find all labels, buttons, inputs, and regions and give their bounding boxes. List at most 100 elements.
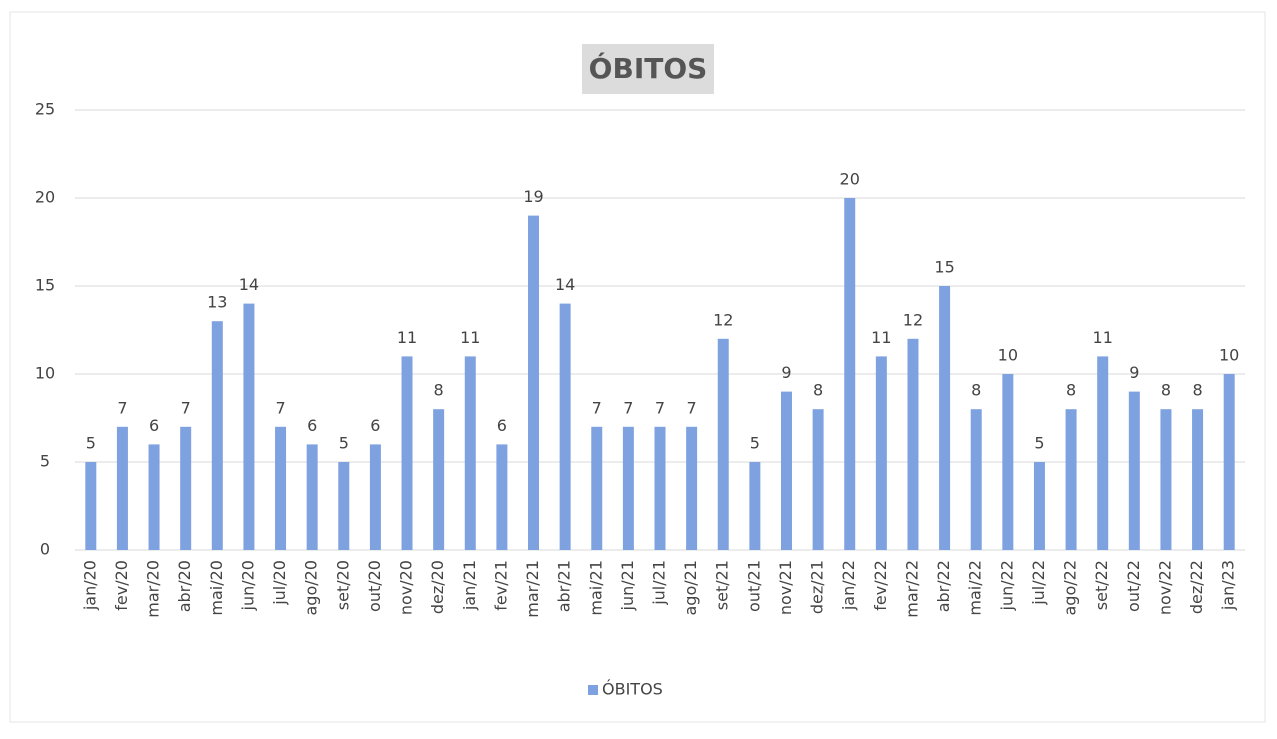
- data-label: 11: [871, 328, 891, 347]
- bar: [591, 426, 603, 550]
- bar: [1128, 391, 1140, 550]
- bar: [1160, 409, 1172, 550]
- bar: [559, 303, 571, 550]
- bar: [844, 198, 856, 550]
- bar: [275, 426, 287, 550]
- x-tick-label: jul/22: [1029, 560, 1048, 606]
- data-label: 11: [460, 328, 480, 347]
- legend-label: ÓBITOS: [602, 680, 663, 699]
- bar: [369, 444, 381, 550]
- x-tick-label: jan/23: [1219, 560, 1238, 611]
- bar: [1097, 356, 1109, 550]
- data-label: 7: [117, 398, 127, 417]
- x-tick-label: jul/20: [270, 560, 289, 606]
- x-tick-label: set/22: [1092, 560, 1111, 610]
- x-tick-label: abr/21: [555, 560, 574, 612]
- bar: [116, 426, 128, 550]
- data-label: 12: [903, 310, 923, 329]
- bar: [622, 426, 634, 550]
- x-tick-label: ago/20: [302, 560, 321, 616]
- data-label: 7: [655, 398, 665, 417]
- data-label: 8: [813, 381, 823, 400]
- data-label: 5: [86, 434, 96, 453]
- x-tick-label: fev/21: [491, 560, 510, 611]
- x-tick-label: jan/22: [839, 560, 858, 611]
- y-tick-label: 10: [35, 364, 55, 383]
- x-tick-label: jan/20: [80, 560, 99, 611]
- bar: [528, 215, 540, 550]
- data-label: 7: [181, 398, 191, 417]
- y-tick-label: 20: [35, 188, 55, 207]
- data-label: 19: [523, 187, 543, 206]
- bar: [243, 303, 255, 550]
- x-tick-label: fev/20: [112, 560, 131, 611]
- bar: [1065, 409, 1077, 550]
- data-label: 7: [275, 398, 285, 417]
- chart-title: ÓBITOS: [589, 51, 708, 85]
- bar: [1192, 409, 1204, 550]
- x-tick-label: jun/20: [238, 560, 257, 611]
- data-label: 11: [397, 328, 417, 347]
- bar: [148, 444, 160, 550]
- data-label: 6: [149, 416, 159, 435]
- bar: [401, 356, 413, 550]
- data-label: 8: [1066, 381, 1076, 400]
- bar: [85, 462, 97, 550]
- bar: [1223, 374, 1235, 550]
- bar: [433, 409, 445, 550]
- data-label: 10: [1219, 346, 1239, 365]
- x-tick-label: abr/22: [934, 560, 953, 612]
- y-tick-label: 25: [35, 100, 55, 119]
- x-tick-label: mar/20: [144, 560, 163, 618]
- data-label: 8: [1192, 381, 1202, 400]
- x-tick-label: jul/21: [650, 560, 669, 606]
- bar: [717, 338, 729, 550]
- x-tick-label: mar/21: [523, 560, 542, 618]
- bar: [749, 462, 761, 550]
- x-tick-label: jan/21: [460, 560, 479, 611]
- bar: [211, 321, 223, 550]
- x-tick-label: fev/22: [871, 560, 890, 611]
- x-tick-label: nov/21: [776, 560, 795, 615]
- bar: [875, 356, 887, 550]
- bar: [812, 409, 824, 550]
- x-tick-label: out/22: [1124, 560, 1143, 612]
- x-tick-label: out/20: [365, 560, 384, 612]
- x-tick-label: set/20: [333, 560, 352, 610]
- bar: [939, 286, 951, 550]
- data-label: 8: [971, 381, 981, 400]
- data-label: 7: [623, 398, 633, 417]
- data-label: 12: [713, 310, 733, 329]
- data-label: 8: [434, 381, 444, 400]
- bar: [686, 426, 698, 550]
- bar: [654, 426, 666, 550]
- x-tick-label: abr/20: [175, 560, 194, 612]
- bar: [464, 356, 476, 550]
- data-label: 9: [781, 363, 791, 382]
- data-label: 5: [339, 434, 349, 453]
- bar: [338, 462, 350, 550]
- bar: [1033, 462, 1045, 550]
- x-tick-label: mai/20: [207, 560, 226, 616]
- data-label: 15: [934, 258, 954, 277]
- data-label: 13: [207, 293, 227, 312]
- data-label: 10: [998, 346, 1018, 365]
- x-tick-label: dez/22: [1187, 560, 1206, 614]
- data-label: 6: [497, 416, 507, 435]
- y-tick-label: 0: [40, 540, 50, 559]
- data-label: 7: [592, 398, 602, 417]
- bar: [306, 444, 318, 550]
- data-label: 9: [1129, 363, 1139, 382]
- data-label: 8: [1161, 381, 1171, 400]
- x-tick-label: ago/21: [681, 560, 700, 616]
- x-tick-label: mai/22: [966, 560, 985, 616]
- x-tick-label: mai/21: [586, 560, 605, 616]
- x-tick-label: set/21: [713, 560, 732, 610]
- bar: [970, 409, 982, 550]
- data-label: 11: [1093, 328, 1113, 347]
- y-tick-label: 5: [40, 452, 50, 471]
- data-label: 6: [307, 416, 317, 435]
- x-tick-label: out/21: [744, 560, 763, 612]
- legend-swatch: [588, 685, 598, 695]
